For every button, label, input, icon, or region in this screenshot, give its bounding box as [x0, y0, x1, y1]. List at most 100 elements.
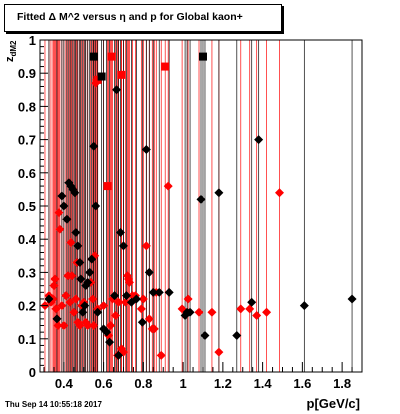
data-markers	[40, 52, 357, 360]
y-tick-label: 0.4	[18, 232, 37, 247]
x-tick-label: 1.2	[214, 376, 232, 391]
data-point-diamond	[52, 314, 62, 324]
data-point-diamond	[120, 297, 130, 307]
data-point-diamond	[236, 304, 246, 314]
data-point-diamond	[59, 321, 69, 331]
data-point-diamond	[214, 347, 224, 357]
data-point-diamond	[71, 294, 81, 304]
data-point-diamond	[71, 228, 81, 238]
data-point-square	[161, 62, 170, 71]
data-point-diamond	[347, 294, 357, 304]
data-point-diamond	[136, 304, 146, 314]
data-point-diamond	[185, 307, 195, 317]
data-point-diamond	[89, 321, 99, 331]
data-point-diamond	[121, 291, 131, 301]
data-point-diamond	[54, 208, 64, 218]
data-point-diamond	[118, 241, 128, 251]
y-tick-label: 0.1	[18, 332, 36, 347]
data-point-square	[198, 52, 207, 61]
x-tick-label: 1.6	[293, 376, 311, 391]
data-point-diamond	[65, 297, 75, 307]
data-point-diamond	[141, 145, 151, 155]
data-point-diamond	[57, 301, 67, 311]
data-point-diamond	[214, 188, 224, 198]
x-tick-label: 1.8	[333, 376, 351, 391]
data-point-diamond	[114, 297, 124, 307]
data-point-diamond	[93, 307, 103, 317]
y-tick-label: 0.3	[18, 265, 36, 280]
y-tick-label: 0.5	[18, 199, 36, 214]
y-tick-label: 0	[29, 365, 36, 380]
x-tick-label: 0.8	[134, 376, 152, 391]
data-point-diamond	[105, 337, 115, 347]
data-point-diamond	[102, 327, 112, 337]
data-point-diamond	[67, 271, 77, 281]
data-point-diamond	[254, 135, 264, 145]
data-point-diamond	[75, 321, 85, 331]
data-point-diamond	[137, 317, 147, 327]
data-point-diamond	[138, 294, 148, 304]
y-tick-label: 0.6	[18, 166, 36, 181]
data-point-square	[97, 72, 106, 81]
data-point-diamond	[148, 287, 158, 297]
data-point-diamond	[141, 241, 151, 251]
x-tick-label: 0.4	[55, 376, 74, 391]
data-point-diamond	[194, 307, 204, 317]
data-point-diamond	[112, 85, 122, 95]
data-point-diamond	[149, 324, 159, 334]
data-point-diamond	[247, 297, 257, 307]
data-point-diamond	[53, 321, 63, 331]
data-point-diamond	[252, 311, 262, 321]
data-point-diamond	[164, 287, 174, 297]
x-axis-label: p[GeV/c]	[306, 396, 360, 411]
data-point-diamond	[87, 254, 97, 264]
data-point-diamond	[83, 321, 93, 331]
data-point-diamond	[156, 350, 166, 360]
data-point-square	[107, 52, 116, 61]
data-point-diamond	[275, 188, 285, 198]
data-point-diamond	[245, 304, 255, 314]
data-point-diamond	[85, 267, 95, 277]
data-point-diamond	[183, 294, 193, 304]
chart-title-box: Fitted Δ M^2 versus η and p for Global k…	[4, 4, 282, 32]
data-point-diamond	[75, 257, 85, 267]
data-point-diamond	[73, 241, 83, 251]
data-point-diamond	[144, 314, 154, 324]
chart-title: Fitted Δ M^2 versus η and p for Global k…	[17, 11, 243, 23]
data-point-diamond	[163, 181, 173, 191]
y-axis-label: zdM2	[4, 40, 26, 74]
data-point-diamond	[262, 307, 272, 317]
data-point-diamond	[196, 194, 206, 204]
data-point-diamond	[106, 321, 116, 331]
data-point-diamond	[232, 330, 242, 340]
data-point-diamond	[111, 311, 121, 321]
data-point-diamond	[88, 294, 98, 304]
x-tick-label: 0.6	[95, 376, 113, 391]
y-tick-label: 1	[29, 33, 36, 48]
data-point-diamond	[50, 274, 60, 284]
y-tick-label: 0.9	[18, 66, 36, 81]
data-point-diamond	[78, 307, 88, 317]
data-point-diamond	[299, 301, 309, 311]
axes: 0 0.1 0.2 0.3 0.4 0.5 0.6 0.7 0.8 0.9 1 0.4 0.6 0.8 1 1…	[18, 33, 363, 391]
data-point-diamond	[110, 291, 120, 301]
data-point-square	[117, 70, 126, 79]
y-tick-label: 0.8	[18, 99, 36, 114]
data-point-diamond	[207, 307, 217, 317]
data-point-diamond	[61, 291, 71, 301]
data-point-diamond	[59, 201, 69, 211]
data-point-diamond	[114, 350, 124, 360]
data-point-diamond	[76, 274, 86, 284]
data-point-diamond	[66, 238, 76, 248]
error-bar-lines	[44, 40, 353, 372]
y-tick-label: 0.7	[18, 133, 36, 148]
data-point-diamond	[57, 191, 67, 201]
y-axis-label-text: zdM2	[4, 40, 19, 63]
data-point-diamond	[131, 294, 141, 304]
data-point-diamond	[69, 307, 79, 317]
x-tick-label: 1.4	[254, 376, 273, 391]
data-point-square	[103, 182, 112, 191]
data-point-diamond	[44, 294, 54, 304]
data-point-diamond	[154, 287, 164, 297]
